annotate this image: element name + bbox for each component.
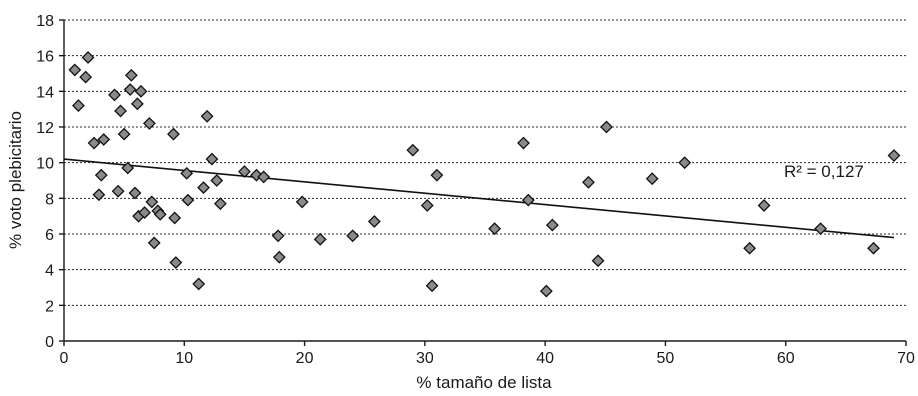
data-point [887,149,901,162]
y-tick-label: 2 [45,298,54,315]
data-point [169,256,183,269]
data-point [121,161,135,175]
data-point [814,222,828,236]
y-axis-title: % voto plebicitario [6,111,25,249]
data-point [197,181,210,195]
data-point [210,174,224,187]
data-point [181,193,195,207]
y-tick-label: 4 [45,263,54,280]
data-point [539,284,553,298]
data-point [81,51,95,64]
data-point [192,277,206,291]
x-tick-label: 50 [657,350,675,367]
x-tick-label: 70 [897,350,915,367]
y-tick-label: 8 [45,191,54,208]
data-point [582,175,595,189]
data-point [238,165,251,179]
tick-labels: 0 2 4 6 8 10 12 14 16 18 0 10 20 30 40 50 60 70 [36,13,915,367]
data-point [591,254,605,268]
data-point [425,279,439,293]
data-point [108,88,121,102]
x-tick-label: 10 [175,350,193,367]
gridlines [64,19,906,306]
data-point [295,195,309,209]
data-point [68,63,82,77]
data-point [147,236,161,250]
data-point [138,206,152,220]
data-point [205,152,219,166]
data-point [645,172,659,186]
data-point [134,84,148,98]
data-point [123,83,137,96]
data-point [97,133,111,146]
data-point [145,195,159,209]
data-points [68,51,901,298]
data-point [167,127,180,141]
y-tick-label: 0 [45,334,54,351]
data-point [117,127,131,141]
data-point [346,229,360,243]
data-point [517,136,530,150]
x-tick-label: 40 [536,350,554,367]
data-point [521,193,535,207]
y-tick-label: 6 [45,227,54,244]
data-point [128,186,142,200]
data-point [72,99,85,113]
data-point [142,117,156,130]
x-tick-label: 20 [296,350,314,367]
data-point [757,199,771,212]
trendline [63,158,895,239]
trendline-group [63,158,895,239]
y-tick-label: 12 [36,120,54,137]
data-point [168,211,182,225]
r-squared-label: R² = 0,127 [784,162,864,181]
data-point [430,168,444,182]
data-point [743,241,757,255]
y-tick-label: 18 [36,13,54,30]
data-point [213,197,227,211]
data-point [867,241,880,255]
data-point [420,199,434,212]
axes [59,19,907,346]
data-point [367,215,381,228]
data-point [111,184,125,198]
data-point [180,166,194,180]
x-tick-label: 30 [416,350,434,367]
data-point [272,250,286,264]
data-point [600,120,613,134]
data-point [545,218,559,232]
x-tick-label: 60 [777,350,795,367]
y-tick-label: 10 [36,156,54,173]
data-point [94,168,108,182]
y-tick-label: 16 [36,49,54,66]
data-point [87,136,101,150]
data-point [257,170,271,184]
data-point [114,104,127,118]
x-tick-label: 0 [60,350,69,367]
data-point [130,97,144,111]
data-point [124,68,138,82]
data-point [79,70,93,84]
data-point [406,143,420,157]
data-point [271,229,285,243]
x-axis-title: % tamaño de lista [416,373,552,392]
data-point [200,109,214,123]
y-tick-label: 14 [36,84,54,101]
data-point [313,232,327,246]
data-point [678,156,692,170]
data-point [488,222,502,236]
data-point [153,207,167,221]
data-point [92,188,106,202]
